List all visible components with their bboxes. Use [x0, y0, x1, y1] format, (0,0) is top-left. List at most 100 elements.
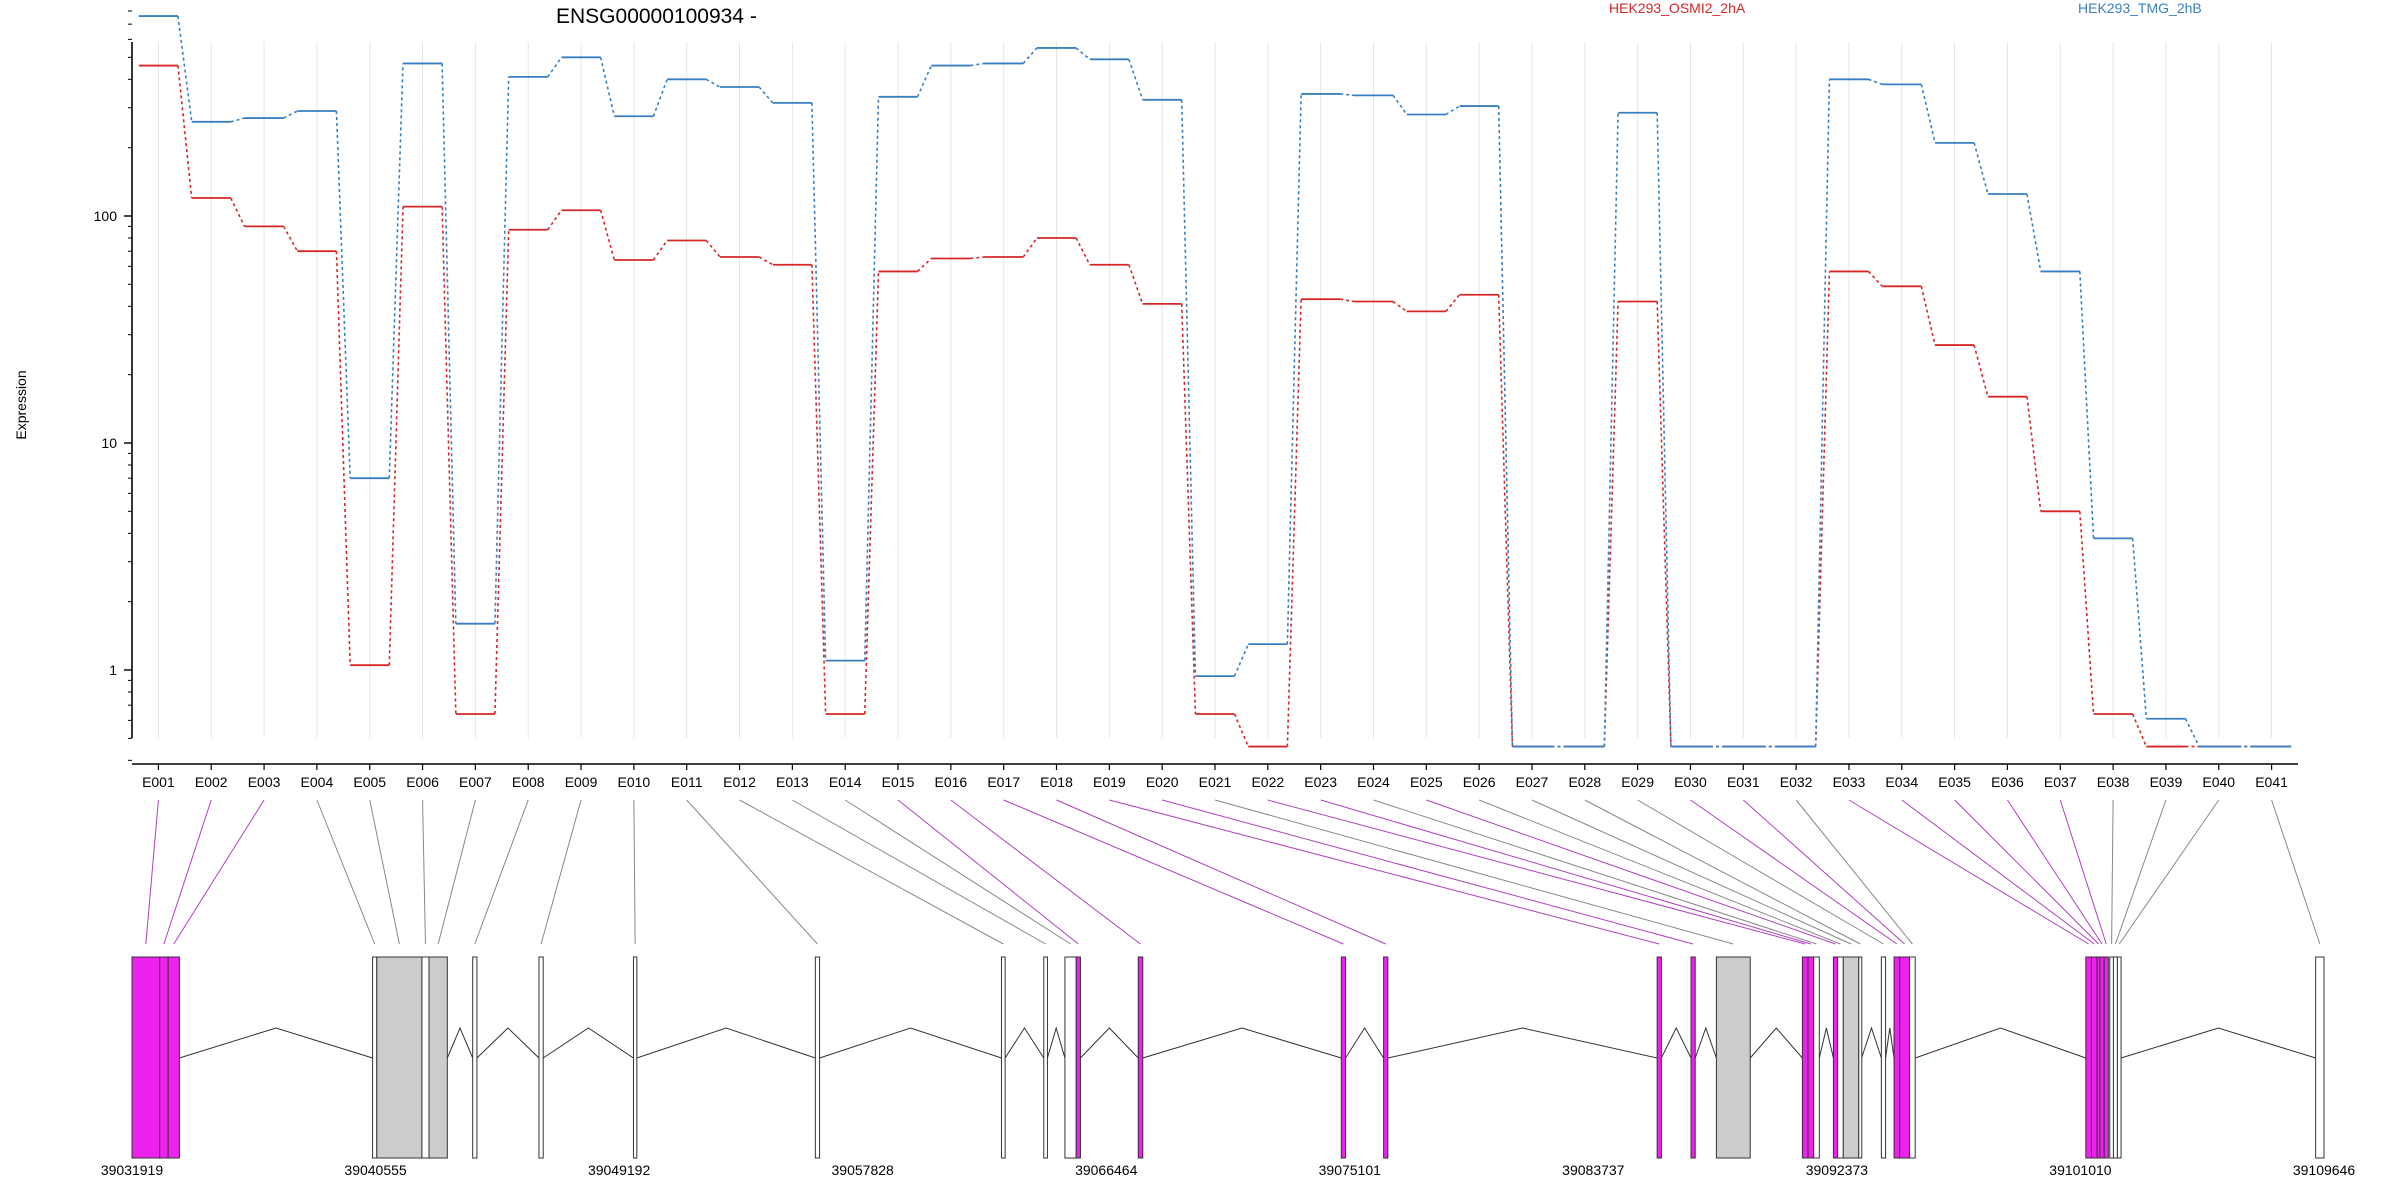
- series-connector: [917, 257, 932, 272]
- exon-E025: [1832, 956, 1839, 1159]
- exon-E005: [376, 956, 423, 1159]
- series-connector: [1286, 299, 1302, 747]
- y-axis: 1 10 100: [94, 10, 133, 761]
- series-connector: [388, 206, 404, 666]
- connector-E038: [2111, 799, 2114, 945]
- intron-line: [1660, 1026, 1692, 1059]
- x-tick-label: E016: [935, 774, 968, 790]
- coordinate-label: 39031919: [101, 1162, 164, 1178]
- intron-line: [636, 1027, 816, 1059]
- series-connector: [1392, 94, 1408, 115]
- series-connector: [863, 96, 880, 661]
- coordinate-label: 39092373: [1806, 1162, 1869, 1178]
- exon-E026: [1837, 956, 1844, 1159]
- series-connector: [2131, 713, 2148, 747]
- intron-line: [1046, 1026, 1066, 1059]
- x-tick-label: E001: [142, 774, 175, 790]
- gene-model: [131, 956, 2325, 1159]
- exon-E008: [472, 956, 478, 1159]
- connector-E010: [633, 799, 636, 945]
- exon-E001: [131, 956, 161, 1159]
- exon-E030: [1893, 956, 1901, 1159]
- intron-line: [1345, 1027, 1385, 1059]
- intron-line: [446, 1026, 474, 1059]
- connector-E029: [1637, 799, 1884, 945]
- series-connector: [652, 79, 668, 117]
- series-connector: [970, 62, 985, 67]
- legend-entry-series-2: HEK293_TMG_2hB: [2078, 0, 2202, 16]
- exon-E011: [814, 956, 821, 1159]
- y-tick-label: 10: [101, 435, 117, 451]
- x-tick-label: E033: [1833, 774, 1866, 790]
- series-connector: [494, 229, 510, 715]
- connector-E011: [686, 799, 818, 945]
- x-tick-label: E008: [512, 774, 545, 790]
- series-connector: [1656, 301, 1672, 747]
- exon-connector-lines: [145, 799, 2321, 945]
- series-connector: [1445, 294, 1461, 312]
- connector-E009: [540, 799, 582, 945]
- series-connector: [970, 256, 985, 260]
- series-connector: [1973, 344, 1989, 397]
- connector-E008: [474, 799, 529, 945]
- series-connector: [1445, 105, 1461, 116]
- x-tick-label: E040: [2202, 774, 2235, 790]
- intron-line: [179, 1027, 373, 1059]
- exon-E012: [1000, 956, 1006, 1159]
- connector-E036: [2007, 799, 2103, 945]
- x-tick-label: E005: [353, 774, 386, 790]
- x-tick-label: E027: [1516, 774, 1549, 790]
- x-tick-label: E003: [248, 774, 281, 790]
- series-connector: [1128, 264, 1144, 305]
- series-connector: [1022, 47, 1038, 64]
- connector-E021: [1214, 799, 1734, 945]
- x-tick-label: E024: [1357, 774, 1390, 790]
- series-connector: [1868, 78, 1883, 86]
- connector-E016: [950, 799, 1141, 945]
- series-connector: [1920, 286, 1936, 346]
- coordinate-label: 39040555: [344, 1162, 407, 1178]
- x-tick-label: E017: [987, 774, 1020, 790]
- connector-E041: [2271, 799, 2321, 945]
- connector-E014: [844, 799, 1071, 945]
- intron-line: [1885, 1027, 1895, 1059]
- connector-E026: [1478, 799, 1841, 945]
- exon-E013: [1043, 956, 1048, 1159]
- exon-E021: [1715, 956, 1751, 1159]
- exon-E019: [1656, 956, 1662, 1159]
- coordinate-label: 39109646: [2293, 1162, 2356, 1178]
- series-connector: [705, 239, 721, 258]
- x-tick-label: E023: [1304, 774, 1337, 790]
- intron-line: [1004, 1027, 1045, 1059]
- series-connector: [1075, 47, 1091, 60]
- series-connector: [1920, 84, 1936, 144]
- intron-line: [1749, 1027, 1803, 1059]
- x-tick-label: E018: [1040, 774, 1073, 790]
- series-connector: [283, 110, 298, 119]
- intron-line: [1080, 1027, 1139, 1059]
- exon-E032: [1909, 956, 1916, 1159]
- series-connector: [2184, 718, 2200, 747]
- series-connector: [2026, 193, 2042, 272]
- x-tick-label: E007: [459, 774, 492, 790]
- x-tick-label: E011: [671, 774, 703, 790]
- intron-line: [2120, 1027, 2316, 1059]
- connector-E040: [2118, 799, 2220, 945]
- connector-E007: [437, 799, 476, 945]
- x-tick-label: E022: [1251, 774, 1284, 790]
- exon-E029: [1880, 956, 1887, 1159]
- series-connector: [282, 225, 299, 252]
- connector-E034: [1901, 799, 2095, 945]
- x-tick-label: E009: [565, 774, 598, 790]
- connector-E031: [1742, 799, 1905, 945]
- connector-E033: [1848, 799, 2089, 945]
- exon-E028: [1858, 956, 1863, 1159]
- series-connector: [1233, 643, 1250, 677]
- series-connector: [1022, 237, 1038, 258]
- exon-E016: [1137, 956, 1144, 1159]
- connector-E019: [1109, 799, 1660, 945]
- intron-line: [819, 1027, 1002, 1059]
- x-tick-label: E025: [1410, 774, 1443, 790]
- series-connector: [1075, 237, 1091, 266]
- intron-line: [1694, 1026, 1717, 1059]
